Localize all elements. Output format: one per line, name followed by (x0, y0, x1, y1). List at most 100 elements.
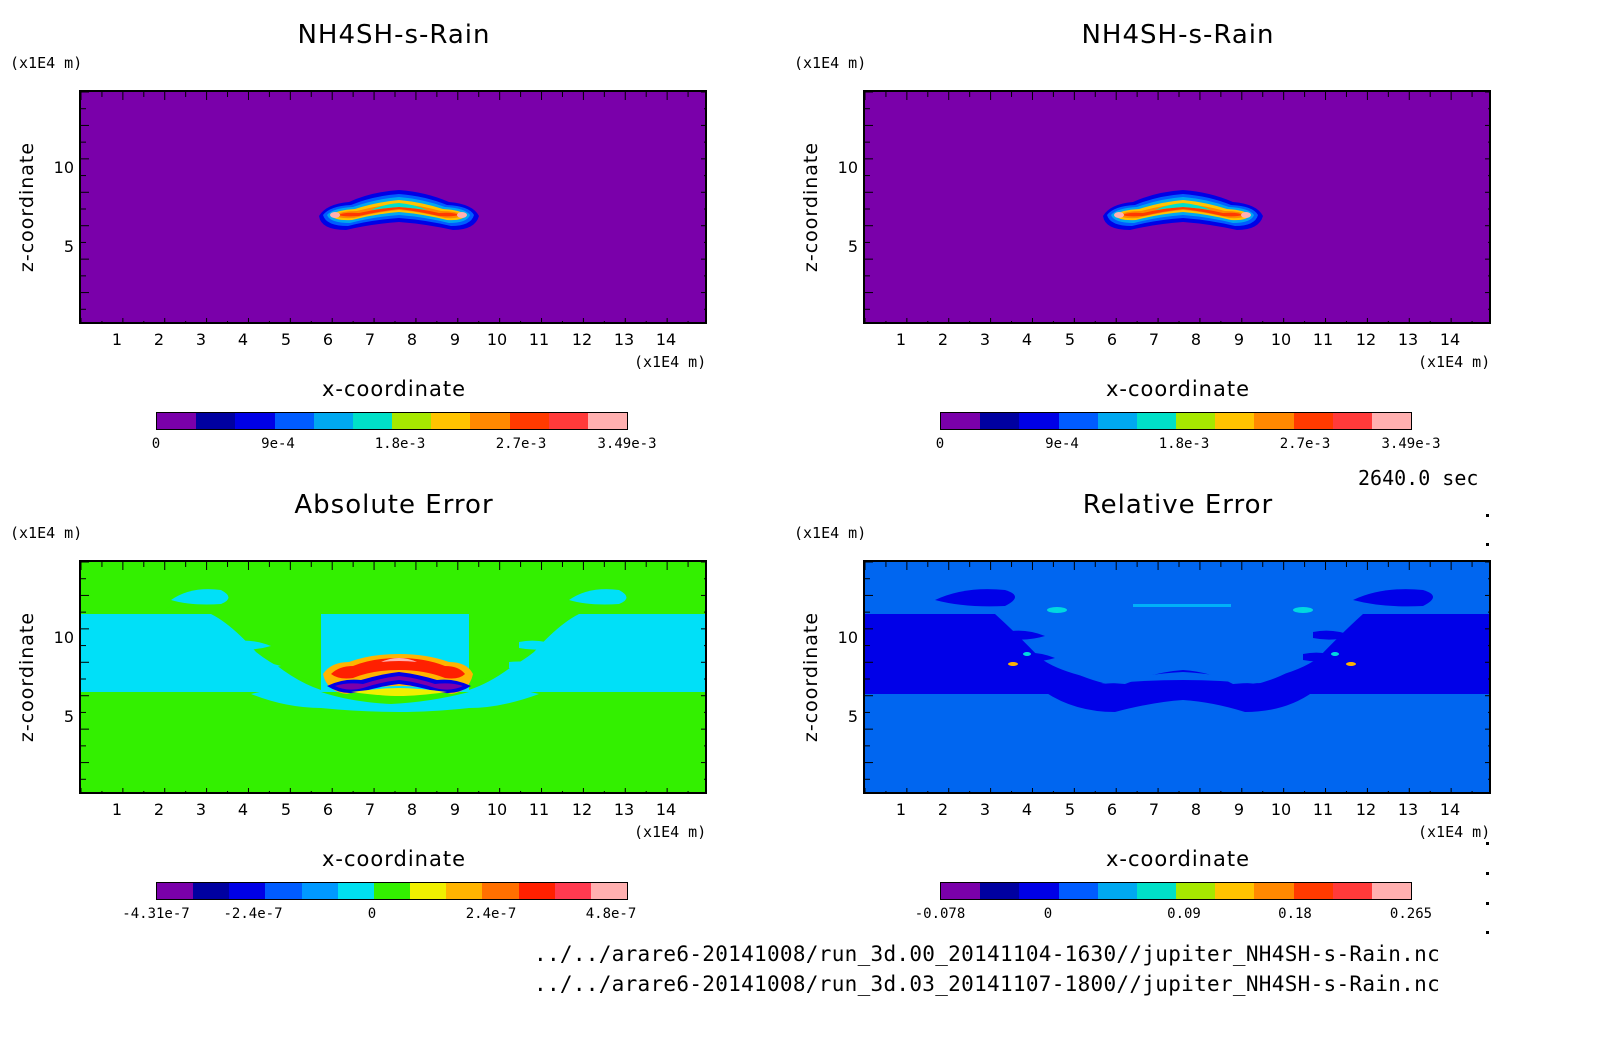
colorbar-segment (1176, 413, 1216, 429)
colorbar-segment (373, 883, 411, 899)
green-patch-right (469, 614, 579, 684)
colorbar-segment (482, 883, 519, 899)
light-spot (1331, 652, 1339, 656)
z-axis-title: z-coordinate (800, 611, 822, 743)
colorbar-segment (157, 883, 194, 899)
x-tick-label: 13 (1397, 330, 1419, 349)
cloud-contour-6 (1123, 207, 1242, 217)
colorbar-label: 2.4e-7 (465, 906, 517, 922)
marker-dot (1486, 902, 1489, 905)
colorbar-segment (431, 413, 471, 429)
x-tick-label: 11 (528, 800, 550, 819)
file-path-line: ../../arare6-20141008/run_3d.03_20141107… (534, 972, 1441, 996)
colorbar-segment (352, 413, 393, 429)
colorbar-label: 3.49e-3 (1381, 436, 1441, 452)
colorbar-segment (1058, 883, 1098, 899)
colorbar-segment (1254, 413, 1294, 429)
x-tick-label: 9 (449, 800, 461, 819)
colorbar-segment (1136, 883, 1177, 899)
heatmap-svg (81, 562, 705, 792)
x-tick-label: 13 (613, 330, 635, 349)
cyan-patch (241, 661, 281, 669)
x-tick-label: 7 (1148, 800, 1160, 819)
colorbar-label: 0 (151, 436, 161, 452)
colorbar-label: 1.8e-3 (374, 436, 426, 452)
x-tick-label: 9 (1233, 330, 1245, 349)
x-tick-label: 3 (195, 330, 207, 349)
dark-patch (1313, 630, 1353, 640)
x-tick-label: 10 (1270, 330, 1292, 349)
colorbar-segment (1254, 883, 1294, 899)
x-tick-label: 6 (1106, 800, 1118, 819)
heatmap-svg (81, 92, 705, 322)
x-tick-label: 4 (1021, 330, 1033, 349)
colorbar-label: 1.8e-3 (1158, 436, 1210, 452)
colorbar (156, 412, 628, 430)
green-patch-left (211, 614, 321, 684)
heatmap-svg (865, 562, 1489, 792)
error-blob-peak (381, 658, 417, 662)
cyan-patch (231, 640, 271, 650)
panel-nh4sh-run03: NH4SH-s-Rain (x1E4 m) z-coordinate 5 10 … (784, 0, 1564, 520)
x-tick-label: 6 (322, 800, 334, 819)
light-spot (1023, 652, 1031, 656)
z-unit-label: (x1E4 m) (10, 54, 83, 72)
x-axis-title: x-coordinate (1105, 847, 1250, 871)
marker-dot (1486, 514, 1489, 517)
x-unit-label: (x1E4 m) (634, 353, 707, 371)
panel-title: NH4SH-s-Rain (1081, 20, 1275, 50)
colorbar-segment (980, 413, 1020, 429)
colorbar-segment (509, 413, 549, 429)
error-blob-purple (335, 676, 463, 690)
x-tick-label: 3 (195, 800, 207, 819)
colorbar-segment (1371, 413, 1412, 429)
colorbar-segment (1019, 413, 1059, 429)
x-tick-label: 1 (111, 800, 123, 819)
x-tick-label: 10 (1270, 800, 1292, 819)
colorbar-segment (1136, 413, 1177, 429)
colorbar-segment (337, 883, 374, 899)
colorbar-segment (1176, 883, 1216, 899)
colorbar-label: 2.7e-3 (495, 436, 547, 452)
x-tick-label: 8 (1190, 330, 1202, 349)
colorbar-segment (1332, 413, 1372, 429)
colorbar-segment (229, 883, 266, 899)
x-tick-label: 11 (528, 330, 550, 349)
colorbar-segment (1332, 883, 1372, 899)
z-tick-label: 5 (63, 707, 74, 726)
x-tick-label: 8 (406, 800, 418, 819)
x-tick-label: 4 (237, 800, 249, 819)
x-tick-label: 7 (1148, 330, 1160, 349)
colorbar-segment (301, 883, 338, 899)
x-tick-label: 13 (613, 800, 635, 819)
x-tick-label: 7 (364, 330, 376, 349)
central-basin-inner (995, 614, 1363, 688)
x-tick-label: 2 (153, 330, 165, 349)
x-tick-label: 5 (1064, 330, 1076, 349)
heatmap-svg (865, 92, 1489, 322)
heatmap-plot (863, 560, 1491, 794)
x-tick-label: 3 (979, 330, 991, 349)
colorbar-segment (470, 413, 510, 429)
error-blob-yellow (351, 688, 447, 696)
x-tick-label: 9 (449, 330, 461, 349)
colorbar-segment (265, 883, 302, 899)
colorbar-segment (1215, 883, 1255, 899)
light-spot (1047, 607, 1067, 613)
hot-spot (1346, 662, 1356, 666)
x-tick-label: 12 (571, 800, 593, 819)
x-unit-label: (x1E4 m) (1418, 823, 1491, 841)
cloud-contour-5 (1119, 204, 1246, 219)
cloud-contour-5 (335, 204, 462, 219)
colorbar-segment (313, 413, 353, 429)
panel-title: Relative Error (1082, 490, 1274, 520)
x-tick-label: 9 (1233, 800, 1245, 819)
colorbar-segment (1293, 883, 1333, 899)
marker-dot (1486, 931, 1489, 934)
x-tick-label: 5 (1064, 800, 1076, 819)
colorbar-segment (590, 883, 628, 899)
z-tick-label: 5 (847, 707, 858, 726)
x-tick-label: 12 (1355, 330, 1377, 349)
colorbar-label: 2.7e-3 (1279, 436, 1331, 452)
x-tick-label: 1 (895, 800, 907, 819)
